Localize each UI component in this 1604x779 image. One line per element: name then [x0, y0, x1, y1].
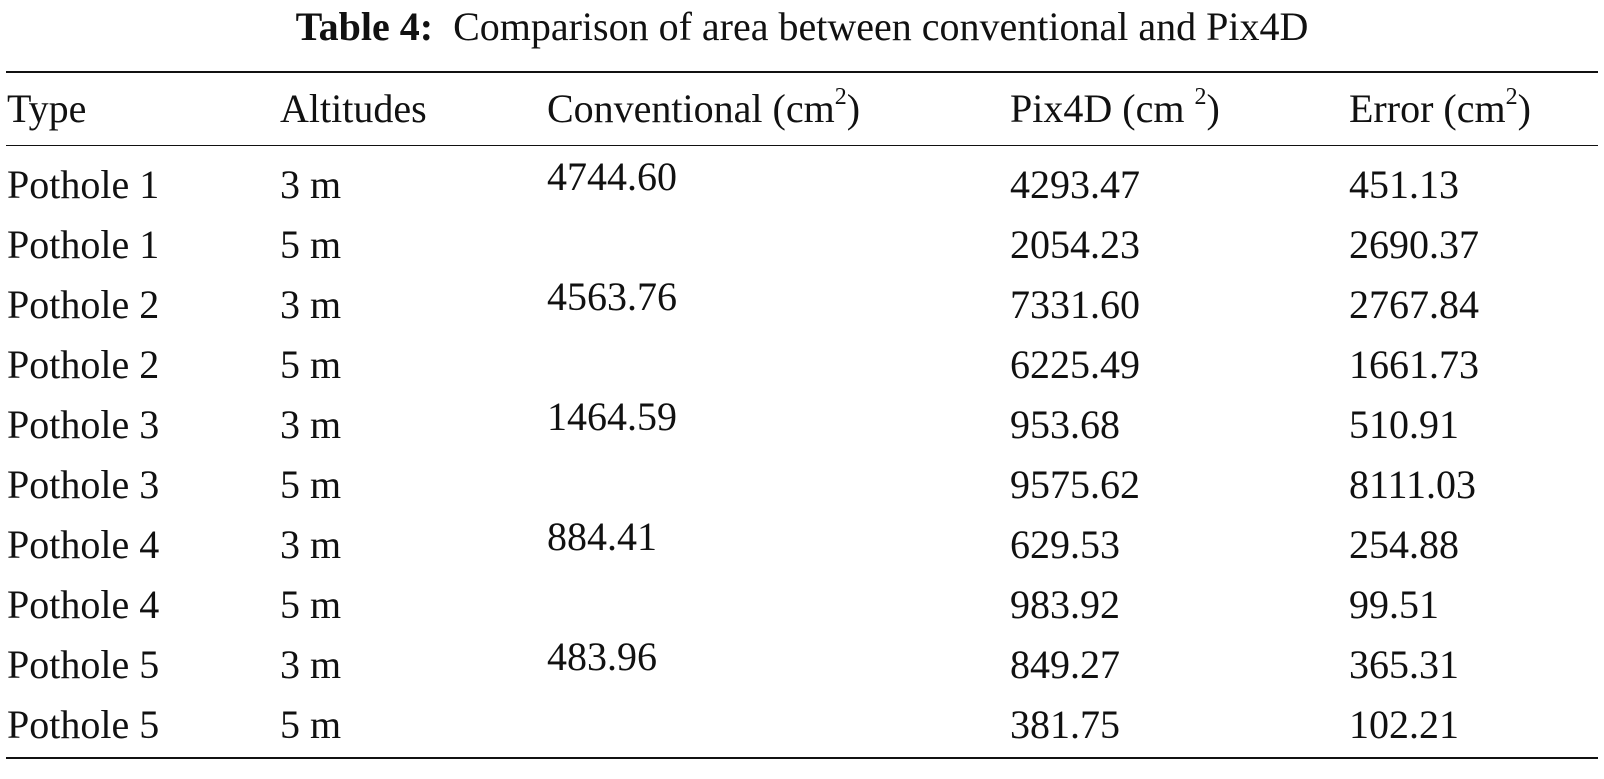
cell-error: 365.31	[1349, 642, 1459, 687]
cell-conventional: 483.96	[547, 634, 657, 679]
cell-altitude: 3 m	[280, 402, 342, 447]
cell-pix4d: 4293.47	[1010, 162, 1140, 207]
cell-altitude: 5 m	[280, 582, 342, 627]
cell-conventional: 1464.59	[547, 394, 677, 439]
cell-pix4d: 849.27	[1010, 642, 1120, 687]
cell-error: 102.21	[1349, 702, 1459, 747]
caption-label: Table 4:	[295, 4, 434, 49]
cell-error: 510.91	[1349, 402, 1459, 447]
cell-altitude: 3 m	[280, 282, 342, 327]
cell-altitude: 5 m	[280, 702, 342, 747]
cell-pix4d: 7331.60	[1010, 282, 1140, 327]
cell-pix4d: 2054.23	[1010, 222, 1140, 267]
table-top-rule	[6, 71, 1598, 73]
caption-text: Comparison of area between conventional …	[453, 4, 1309, 49]
cell-type: Pothole 2	[7, 282, 160, 327]
cell-pix4d: 953.68	[1010, 402, 1120, 447]
cell-error: 8111.03	[1349, 462, 1477, 507]
cell-type: Pothole 3	[7, 462, 160, 507]
cell-type: Pothole 3	[7, 402, 160, 447]
cell-altitude: 5 m	[280, 342, 342, 387]
cell-error: 99.51	[1349, 582, 1439, 627]
cell-pix4d: 9575.62	[1010, 462, 1140, 507]
cell-error: 254.88	[1349, 522, 1459, 567]
cell-type: Pothole 1	[7, 222, 160, 267]
cell-altitude: 3 m	[280, 162, 342, 207]
cell-pix4d: 6225.49	[1010, 342, 1140, 387]
cell-conventional: 4744.60	[547, 154, 677, 199]
table-bottom-rule	[6, 757, 1598, 759]
header-altitudes: Altitudes	[280, 86, 427, 131]
cell-conventional: 4563.76	[547, 274, 677, 319]
cell-error: 2767.84	[1349, 282, 1479, 327]
cell-error: 451.13	[1349, 162, 1459, 207]
cell-type: Pothole 4	[7, 582, 160, 627]
table-header-rule	[6, 145, 1598, 146]
cell-error: 2690.37	[1349, 222, 1479, 267]
cell-altitude: 3 m	[280, 642, 342, 687]
cell-type: Pothole 4	[7, 522, 160, 567]
header-pix4d: Pix4D (cm 2)	[1010, 84, 1220, 131]
cell-pix4d: 983.92	[1010, 582, 1120, 627]
header-conventional: Conventional (cm2)	[547, 84, 861, 131]
cell-pix4d: 381.75	[1010, 702, 1120, 747]
cell-altitude: 5 m	[280, 462, 342, 507]
cell-type: Pothole 2	[7, 342, 160, 387]
cell-conventional: 884.41	[547, 514, 657, 559]
cell-type: Pothole 1	[7, 162, 160, 207]
cell-pix4d: 629.53	[1010, 522, 1120, 567]
header-error: Error (cm2)	[1349, 84, 1531, 131]
cell-altitude: 5 m	[280, 222, 342, 267]
cell-altitude: 3 m	[280, 522, 342, 567]
cell-type: Pothole 5	[7, 642, 160, 687]
cell-error: 1661.73	[1349, 342, 1479, 387]
cell-type: Pothole 5	[7, 702, 160, 747]
table-caption: Table 4: Comparison of area between conv…	[0, 2, 1604, 52]
header-type: Type	[7, 86, 87, 131]
